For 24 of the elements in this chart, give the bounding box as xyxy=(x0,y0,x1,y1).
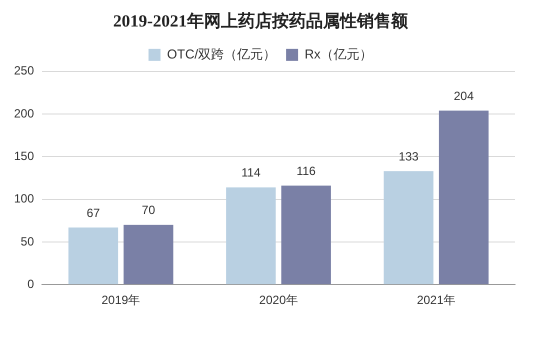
data-label: 204 xyxy=(454,88,474,103)
legend-label: Rx（亿元） xyxy=(304,46,372,62)
data-label: 133 xyxy=(398,149,419,164)
chart-title: 2019-2021年网上药店按药品属性销售额 xyxy=(113,12,409,31)
data-label: 116 xyxy=(296,164,316,178)
y-tick-label: 0 xyxy=(27,276,34,291)
y-tick-label: 50 xyxy=(20,234,34,248)
bar xyxy=(438,110,489,284)
legend-label: OTC/双跨（亿元） xyxy=(167,46,276,62)
y-tick-label: 200 xyxy=(14,106,34,120)
y-tick-label: 250 xyxy=(14,64,34,78)
x-tick-label: 2019年 xyxy=(102,293,140,308)
bar xyxy=(124,224,174,284)
x-tick-label: 2020年 xyxy=(259,293,298,308)
bar xyxy=(226,187,276,284)
data-label: 67 xyxy=(86,206,100,220)
x-tick-label: 2021年 xyxy=(416,293,456,308)
bar xyxy=(281,186,331,284)
data-label: 114 xyxy=(241,166,261,180)
y-tick-label: 100 xyxy=(14,192,34,206)
y-tick-label: 150 xyxy=(14,148,34,163)
bar xyxy=(384,171,434,284)
bar xyxy=(68,227,118,284)
data-label: 70 xyxy=(142,203,156,218)
